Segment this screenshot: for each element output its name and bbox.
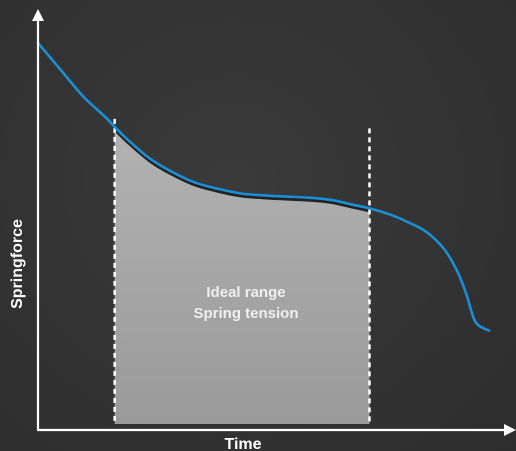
ideal-range-band-edge <box>112 127 372 213</box>
x-axis-arrow-icon <box>504 424 516 436</box>
ideal-range-band <box>114 126 370 424</box>
band-label-line-1: Ideal range <box>206 284 285 301</box>
springforce-curve <box>36 41 491 332</box>
y-axis-label: Springforce <box>9 219 26 309</box>
x-axis-label: Time <box>224 436 261 451</box>
y-axis-arrow-icon <box>32 9 44 21</box>
band-label-line-2: Spring tension <box>194 305 299 322</box>
